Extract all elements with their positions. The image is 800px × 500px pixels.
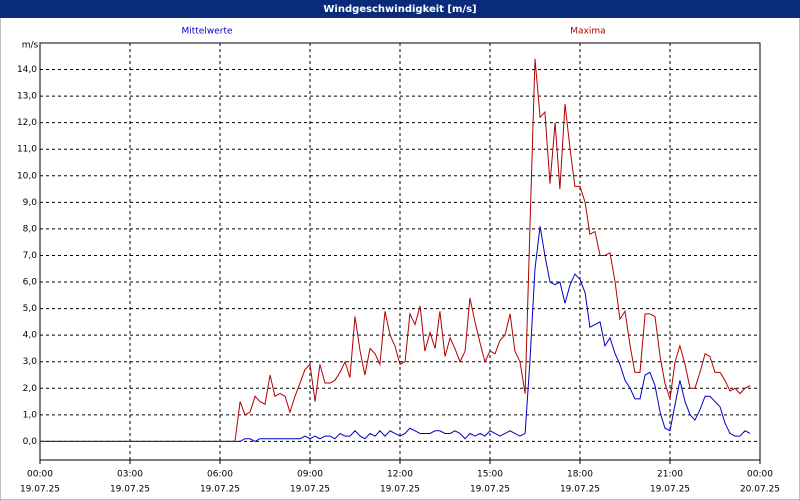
series-line <box>40 58 751 442</box>
y-tick-label: 3,0 <box>23 357 38 367</box>
title-bar <box>0 0 800 18</box>
y-tick-label: 5,0 <box>23 304 38 314</box>
x-tick-label: 03:00 <box>117 470 143 480</box>
chart-title: Windgeschwindigkeit [m/s] <box>323 4 476 15</box>
plot-area <box>39 42 761 461</box>
y-tick-label: 4,0 <box>23 331 38 341</box>
x-tick-date: 19.07.25 <box>650 485 690 495</box>
x-tick-label: 15:00 <box>477 470 503 480</box>
y-tick-label: 13,0 <box>17 92 37 102</box>
y-tick-label: 7,0 <box>23 251 38 261</box>
x-tick-date: 20.07.25 <box>740 485 780 495</box>
x-tick-date: 19.07.25 <box>560 485 600 495</box>
x-tick-date: 19.07.25 <box>380 485 420 495</box>
y-tick-label: 11,0 <box>17 145 37 155</box>
x-tick-label: 09:00 <box>297 470 323 480</box>
y-axis-label: m/s <box>22 41 39 51</box>
y-tick-label: 14,0 <box>17 65 37 75</box>
legend-label: Mittelwerte <box>181 27 232 37</box>
y-tick-label: 8,0 <box>23 224 38 234</box>
x-tick-date: 19.07.25 <box>470 485 510 495</box>
y-tick-label: 2,0 <box>23 384 38 394</box>
x-tick-label: 12:00 <box>387 470 413 480</box>
y-tick-label: 9,0 <box>23 198 38 208</box>
x-tick-date: 19.07.25 <box>20 485 60 495</box>
x-tick-label: 00:00 <box>747 470 773 480</box>
y-tick-label: 12,0 <box>17 118 37 128</box>
y-tick-label: 0,0 <box>23 437 38 447</box>
x-tick-label: 18:00 <box>567 470 593 480</box>
x-tick-label: 06:00 <box>207 470 233 480</box>
series-line <box>40 226 751 442</box>
y-tick-label: 6,0 <box>23 278 38 288</box>
x-tick-label: 00:00 <box>27 470 53 480</box>
y-tick-label: 1,0 <box>23 410 38 420</box>
x-tick-date: 19.07.25 <box>290 485 330 495</box>
x-tick-label: 21:00 <box>657 470 683 480</box>
y-tick-label: 10,0 <box>17 171 37 181</box>
x-tick-date: 19.07.25 <box>200 485 240 495</box>
x-tick-date: 19.07.25 <box>110 485 150 495</box>
legend-label: Maxima <box>570 27 605 37</box>
